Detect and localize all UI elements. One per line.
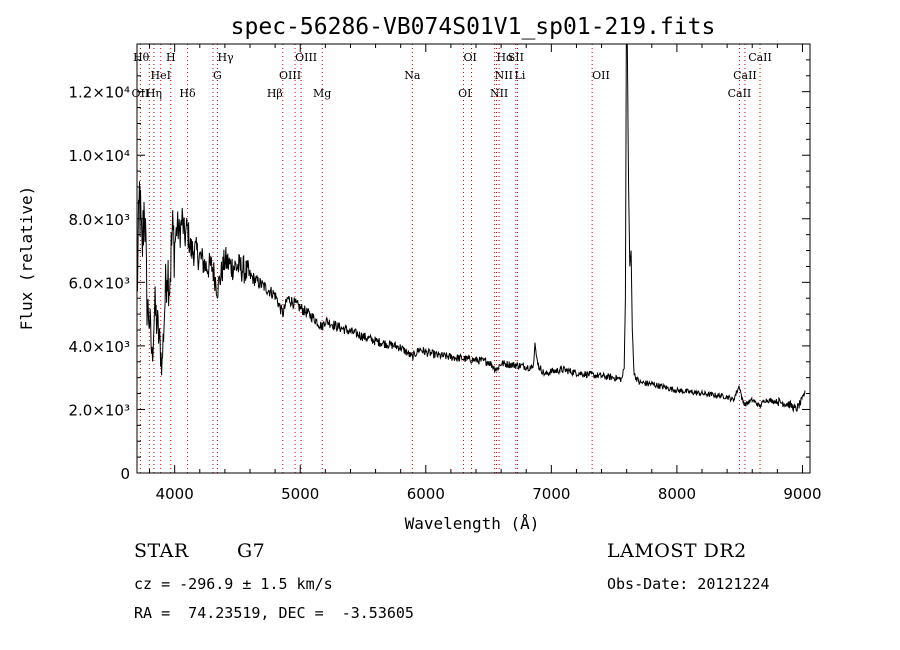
line-label: CaII [748,51,772,64]
object-subclass: G7 [237,540,266,562]
x-tick-label: 5000 [281,485,319,503]
x-tick-label: 9000 [783,485,821,503]
redshift-info: cz = -296.9 ± 1.5 km/s [134,575,333,593]
line-label: OI [458,87,471,100]
y-axis-label: Flux (relative) [17,186,36,331]
x-tick-label: 4000 [156,485,194,503]
x-tick-label: 8000 [658,485,696,503]
y-tick-label: 1.2×10⁴ [68,84,130,102]
line-label: OIII [279,69,301,82]
line-label: Mg [313,87,331,100]
chart-title: spec-56286-VB074S01V1_sp01-219.fits [231,14,716,40]
y-tick-label: 2.0×10³ [68,401,130,419]
plot-frame [136,43,811,474]
coordinates: RA = 74.23519, DEC = -3.53605 [134,604,414,622]
line-label: Hγ [217,51,234,64]
y-tick-label: 0 [120,465,130,483]
line-label: Hθ [133,51,150,64]
line-label: CaII [728,87,752,100]
x-axis-label: Wavelength (Å) [405,514,540,533]
line-label: Na [404,69,421,82]
x-tick-label: 7000 [532,485,570,503]
line-label: Li [515,69,526,82]
line-label: Hα [496,51,514,64]
obs-date: Obs-Date: 20121224 [607,575,770,593]
line-label: OIII [295,51,317,64]
survey-name: LAMOST DR2 [607,540,747,562]
x-axis: 4000 5000 6000 7000 8000 9000 [149,44,822,503]
line-label: NII [495,69,513,82]
line-label: NII [490,87,508,100]
line-label: G [213,69,222,82]
y-tick-label: 1.0×10⁴ [68,147,130,165]
y-tick-label: 6.0×10³ [68,274,130,292]
line-label: Hδ [179,87,196,100]
object-class: STAR [134,540,189,562]
line-label: OII [132,87,150,100]
line-label: H [166,51,176,64]
line-label: OI [463,51,476,64]
line-label: CaII [733,69,757,82]
y-axis: 0 2.0×10³ 4.0×10³ 6.0×10³ 8.0×10³ 1.0×10⁴ 1.2×… [68,59,810,483]
line-label: Hη [146,87,162,100]
y-tick-label: 8.0×10³ [68,211,130,229]
line-label: SII [508,51,524,64]
spectrum-line [136,43,806,413]
line-label: OII [592,69,610,82]
line-markers [139,44,761,473]
x-tick-label: 6000 [407,485,445,503]
line-label: Hβ [267,87,283,100]
line-label: HeI [151,69,171,82]
y-tick-label: 4.0×10³ [68,338,130,356]
